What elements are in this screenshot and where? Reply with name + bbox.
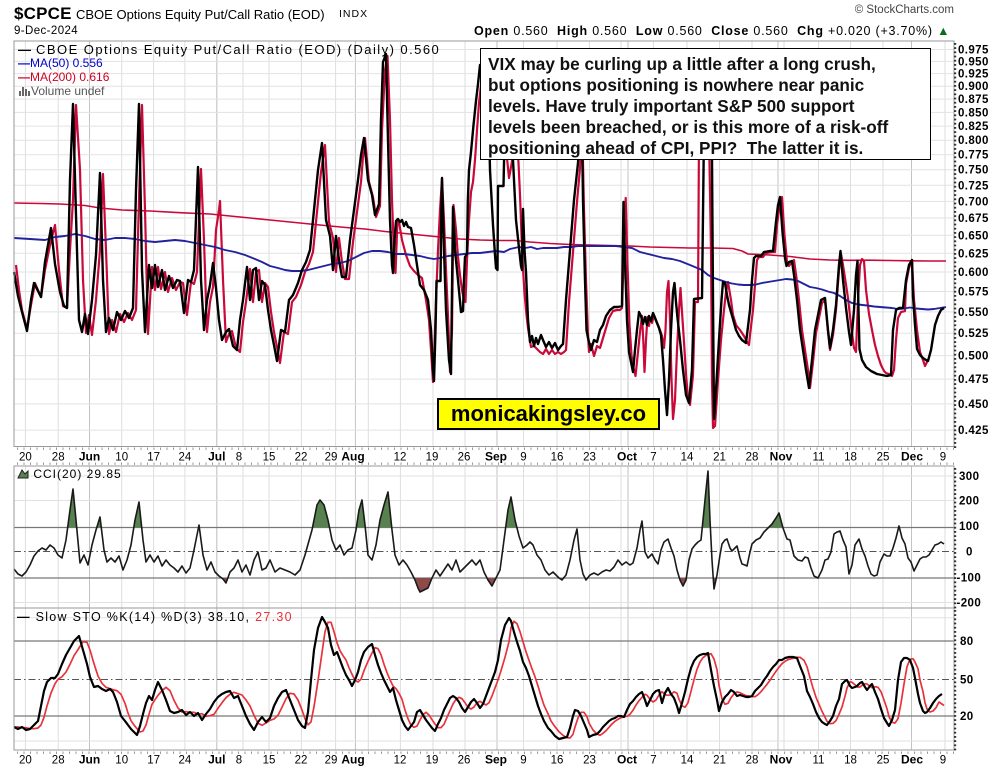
svg-text:80: 80 (960, 636, 974, 648)
svg-text:0.675: 0.675 (958, 213, 989, 225)
svg-text:16: 16 (551, 755, 564, 767)
svg-text:28: 28 (746, 755, 759, 767)
svg-text:100: 100 (959, 521, 979, 533)
svg-text:-200: -200 (957, 598, 982, 610)
svg-text:0.925: 0.925 (958, 69, 989, 81)
svg-text:0.975: 0.975 (958, 45, 989, 57)
svg-text:17: 17 (147, 452, 160, 464)
svg-text:22: 22 (295, 755, 308, 767)
svg-text:11: 11 (813, 755, 825, 767)
svg-text:0.625: 0.625 (958, 248, 989, 260)
svg-text:21: 21 (713, 755, 726, 767)
svg-text:17: 17 (147, 755, 160, 767)
svg-text:19: 19 (426, 755, 439, 767)
svg-text:9: 9 (940, 452, 946, 464)
svg-text:24: 24 (179, 452, 192, 464)
svg-text:26: 26 (458, 755, 471, 767)
svg-text:25: 25 (877, 755, 890, 767)
svg-text:25: 25 (877, 452, 890, 464)
svg-text:23: 23 (583, 452, 596, 464)
svg-text:0.575: 0.575 (958, 287, 989, 299)
svg-text:0.600: 0.600 (958, 267, 989, 279)
svg-text:29: 29 (325, 452, 338, 464)
svg-text:15: 15 (263, 755, 276, 767)
svg-text:Sep: Sep (485, 450, 507, 464)
svg-text:14: 14 (681, 452, 694, 464)
svg-text:26: 26 (458, 452, 471, 464)
svg-text:28: 28 (52, 452, 65, 464)
svg-text:Aug: Aug (341, 753, 364, 767)
svg-text:Jun: Jun (79, 450, 100, 464)
svg-text:0.525: 0.525 (958, 328, 989, 340)
svg-text:8: 8 (236, 452, 242, 464)
svg-text:9: 9 (520, 452, 526, 464)
svg-text:0.550: 0.550 (958, 307, 989, 319)
svg-text:Nov: Nov (770, 753, 793, 767)
svg-text:7: 7 (650, 755, 656, 767)
svg-text:Oct: Oct (617, 450, 637, 464)
svg-text:21: 21 (713, 452, 726, 464)
svg-text:15: 15 (263, 452, 276, 464)
svg-text:0.775: 0.775 (958, 150, 989, 162)
svg-text:23: 23 (583, 755, 596, 767)
svg-text:29: 29 (325, 755, 338, 767)
svg-text:10: 10 (115, 755, 128, 767)
svg-text:20: 20 (960, 711, 974, 723)
svg-text:0.425: 0.425 (958, 425, 989, 437)
svg-text:300: 300 (959, 471, 979, 483)
svg-text:20: 20 (19, 755, 32, 767)
svg-text:22: 22 (295, 452, 308, 464)
svg-text:-100: -100 (957, 573, 982, 585)
svg-text:19: 19 (426, 452, 439, 464)
svg-text:12: 12 (394, 755, 407, 767)
svg-text:0.475: 0.475 (958, 374, 989, 386)
svg-text:0.825: 0.825 (958, 121, 989, 133)
svg-text:Sep: Sep (485, 753, 507, 767)
svg-text:Dec: Dec (901, 450, 923, 464)
svg-text:20: 20 (19, 452, 32, 464)
svg-text:28: 28 (52, 755, 65, 767)
svg-text:200: 200 (959, 496, 979, 508)
svg-text:0.875: 0.875 (958, 94, 989, 106)
svg-text:18: 18 (844, 452, 857, 464)
svg-text:0.700: 0.700 (958, 196, 989, 208)
svg-text:0.750: 0.750 (958, 165, 989, 177)
svg-text:12: 12 (394, 452, 407, 464)
svg-text:0: 0 (966, 547, 973, 559)
svg-text:Oct: Oct (617, 753, 637, 767)
svg-text:Dec: Dec (901, 753, 923, 767)
svg-text:28: 28 (746, 452, 759, 464)
svg-text:Jul: Jul (208, 753, 225, 767)
svg-text:0.950: 0.950 (958, 56, 989, 68)
svg-text:0.800: 0.800 (958, 135, 989, 147)
svg-text:0.450: 0.450 (958, 399, 989, 411)
svg-text:10: 10 (115, 452, 128, 464)
svg-text:0.650: 0.650 (958, 230, 989, 242)
svg-text:Jul: Jul (208, 450, 225, 464)
svg-text:14: 14 (681, 755, 694, 767)
svg-text:11: 11 (813, 452, 825, 464)
svg-text:0.725: 0.725 (958, 180, 989, 192)
svg-text:9: 9 (520, 755, 526, 767)
svg-text:50: 50 (960, 675, 974, 687)
svg-text:0.850: 0.850 (958, 107, 989, 119)
svg-text:0.500: 0.500 (958, 351, 989, 363)
svg-text:Jun: Jun (79, 753, 100, 767)
svg-text:8: 8 (236, 755, 242, 767)
svg-text:Nov: Nov (770, 450, 793, 464)
svg-text:9: 9 (940, 755, 946, 767)
svg-text:7: 7 (650, 452, 656, 464)
svg-text:18: 18 (844, 755, 857, 767)
svg-text:Aug: Aug (341, 450, 364, 464)
svg-text:16: 16 (551, 452, 564, 464)
svg-text:24: 24 (179, 755, 192, 767)
svg-text:0.900: 0.900 (958, 81, 989, 93)
